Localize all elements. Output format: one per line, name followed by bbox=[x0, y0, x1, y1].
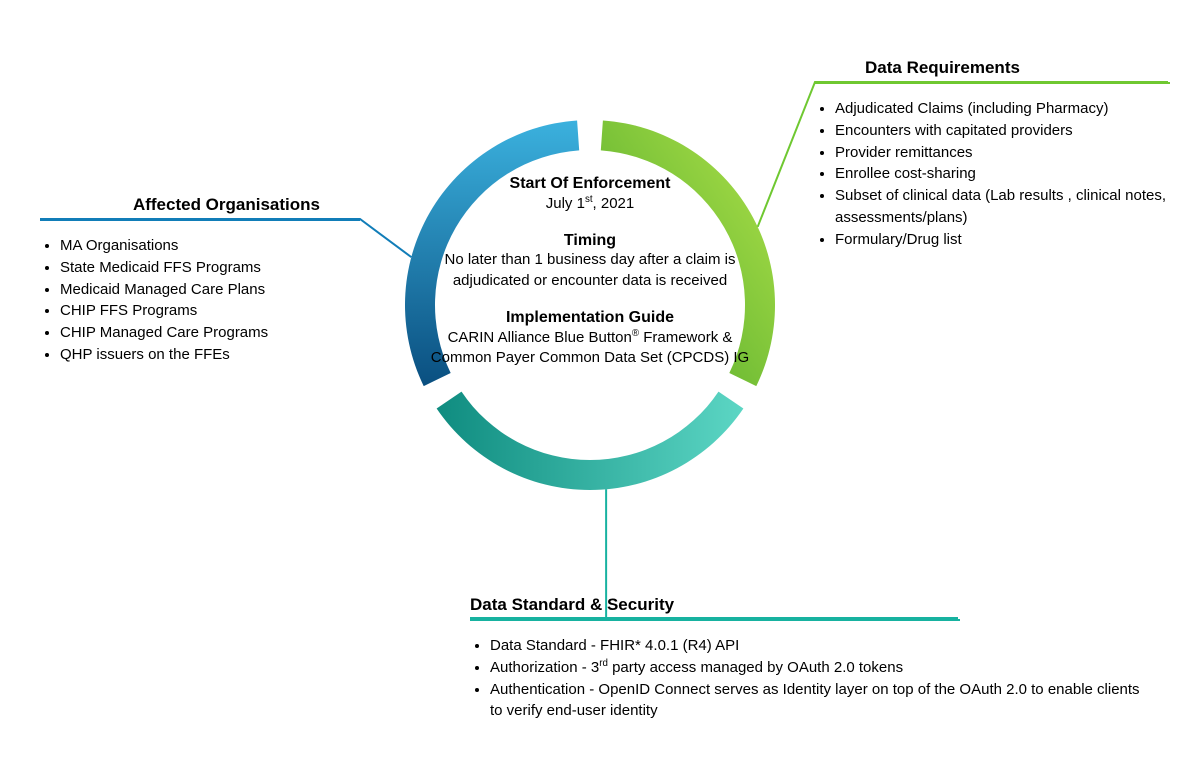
list-item: Adjudicated Claims (including Pharmacy) bbox=[835, 98, 1170, 120]
center-heading: Start Of Enforcement bbox=[430, 175, 750, 193]
list-item: Data Standard - FHIR* 4.0.1 (R4) API bbox=[490, 635, 1150, 657]
center-block-timing: Timing No later than 1 business day afte… bbox=[430, 232, 750, 291]
list-item: Authorization - 3rd party access managed… bbox=[490, 657, 1150, 679]
affected-organisations-panel: Affected Organisations MA OrganisationsS… bbox=[40, 195, 360, 366]
data-standard-security-list: Data Standard - FHIR* 4.0.1 (R4) APIAuth… bbox=[470, 635, 1150, 722]
center-block-guide: Implementation Guide CARIN Alliance Blue… bbox=[430, 309, 750, 369]
ring-arc-teal bbox=[437, 392, 744, 490]
data-requirements-list: Adjudicated Claims (including Pharmacy)E… bbox=[815, 98, 1170, 250]
center-heading: Timing bbox=[430, 232, 750, 250]
section-title: Data Requirements bbox=[815, 58, 1170, 78]
list-item: Provider remittances bbox=[835, 142, 1170, 164]
list-item: Formulary/Drug list bbox=[835, 229, 1170, 251]
list-item: Authentication - OpenID Connect serves a… bbox=[490, 679, 1150, 723]
list-item: MA Organisations bbox=[60, 235, 360, 257]
list-item: CHIP FFS Programs bbox=[60, 300, 360, 322]
list-item: State Medicaid FFS Programs bbox=[60, 257, 360, 279]
list-item: Medicaid Managed Care Plans bbox=[60, 279, 360, 301]
section-title: Data Standard & Security bbox=[470, 595, 1150, 615]
data-requirements-panel: Data Requirements Adjudicated Claims (in… bbox=[815, 58, 1170, 250]
center-text: July 1st, 2021 bbox=[430, 193, 750, 214]
list-item: Subset of clinical data (Lab results , c… bbox=[835, 185, 1170, 229]
list-item: CHIP Managed Care Programs bbox=[60, 322, 360, 344]
section-title: Affected Organisations bbox=[40, 195, 360, 215]
section-underline bbox=[470, 619, 960, 621]
affected-organisations-list: MA OrganisationsState Medicaid FFS Progr… bbox=[40, 235, 360, 366]
center-info: Start Of Enforcement July 1st, 2021 Timi… bbox=[430, 175, 750, 386]
list-item: Encounters with capitated providers bbox=[835, 120, 1170, 142]
list-item: QHP issuers on the FFEs bbox=[60, 344, 360, 366]
data-standard-security-panel: Data Standard & Security Data Standard -… bbox=[470, 595, 1150, 722]
list-item: Enrollee cost-sharing bbox=[835, 163, 1170, 185]
center-heading: Implementation Guide bbox=[430, 309, 750, 327]
section-underline bbox=[40, 219, 360, 221]
center-text: CARIN Alliance Blue Button® Framework & … bbox=[430, 327, 750, 369]
section-underline bbox=[815, 82, 1170, 84]
center-text: No later than 1 business day after a cla… bbox=[430, 250, 750, 291]
center-block-enforcement: Start Of Enforcement July 1st, 2021 bbox=[430, 175, 750, 214]
